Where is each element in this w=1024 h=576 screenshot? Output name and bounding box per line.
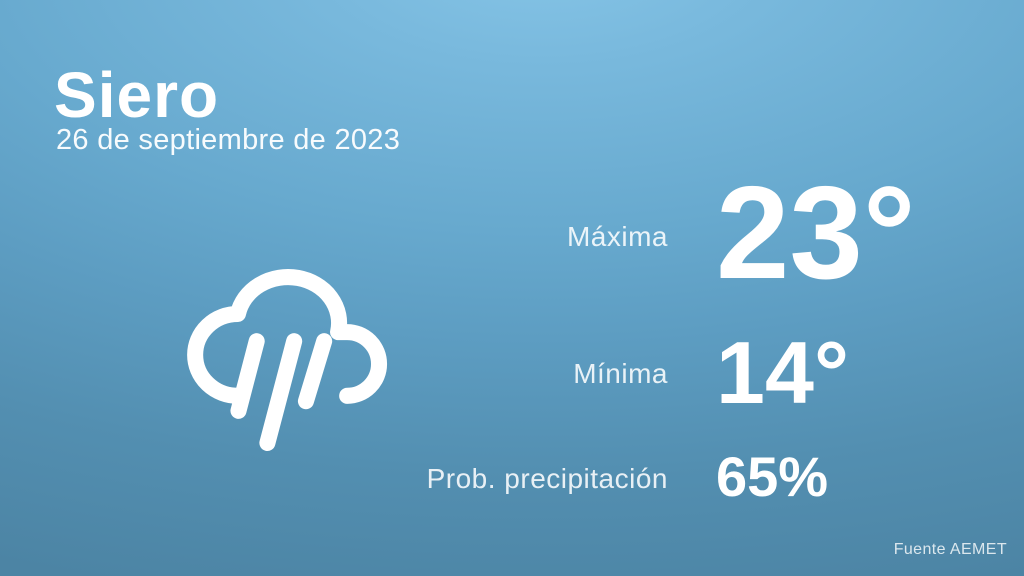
cloud-outline [187,269,388,404]
rain-streak-middle [259,333,303,451]
forecast-date: 26 de septiembre de 2023 [56,124,401,156]
rain-streak-left [230,333,265,419]
max-temp-value: 23° [716,159,916,306]
location-title: Siero [54,59,220,131]
min-temp-label: Mínima [573,358,668,389]
min-temp-value: 14° [716,323,850,422]
precip-prob-value: 65% [716,445,829,508]
precip-prob-label: Prob. precipitación [426,463,668,494]
max-temp-label: Máxima [566,221,668,252]
cloud-rain-icon [174,232,394,459]
source-attribution: Fuente AEMET [893,541,1007,558]
rain-streak-right [297,333,333,410]
